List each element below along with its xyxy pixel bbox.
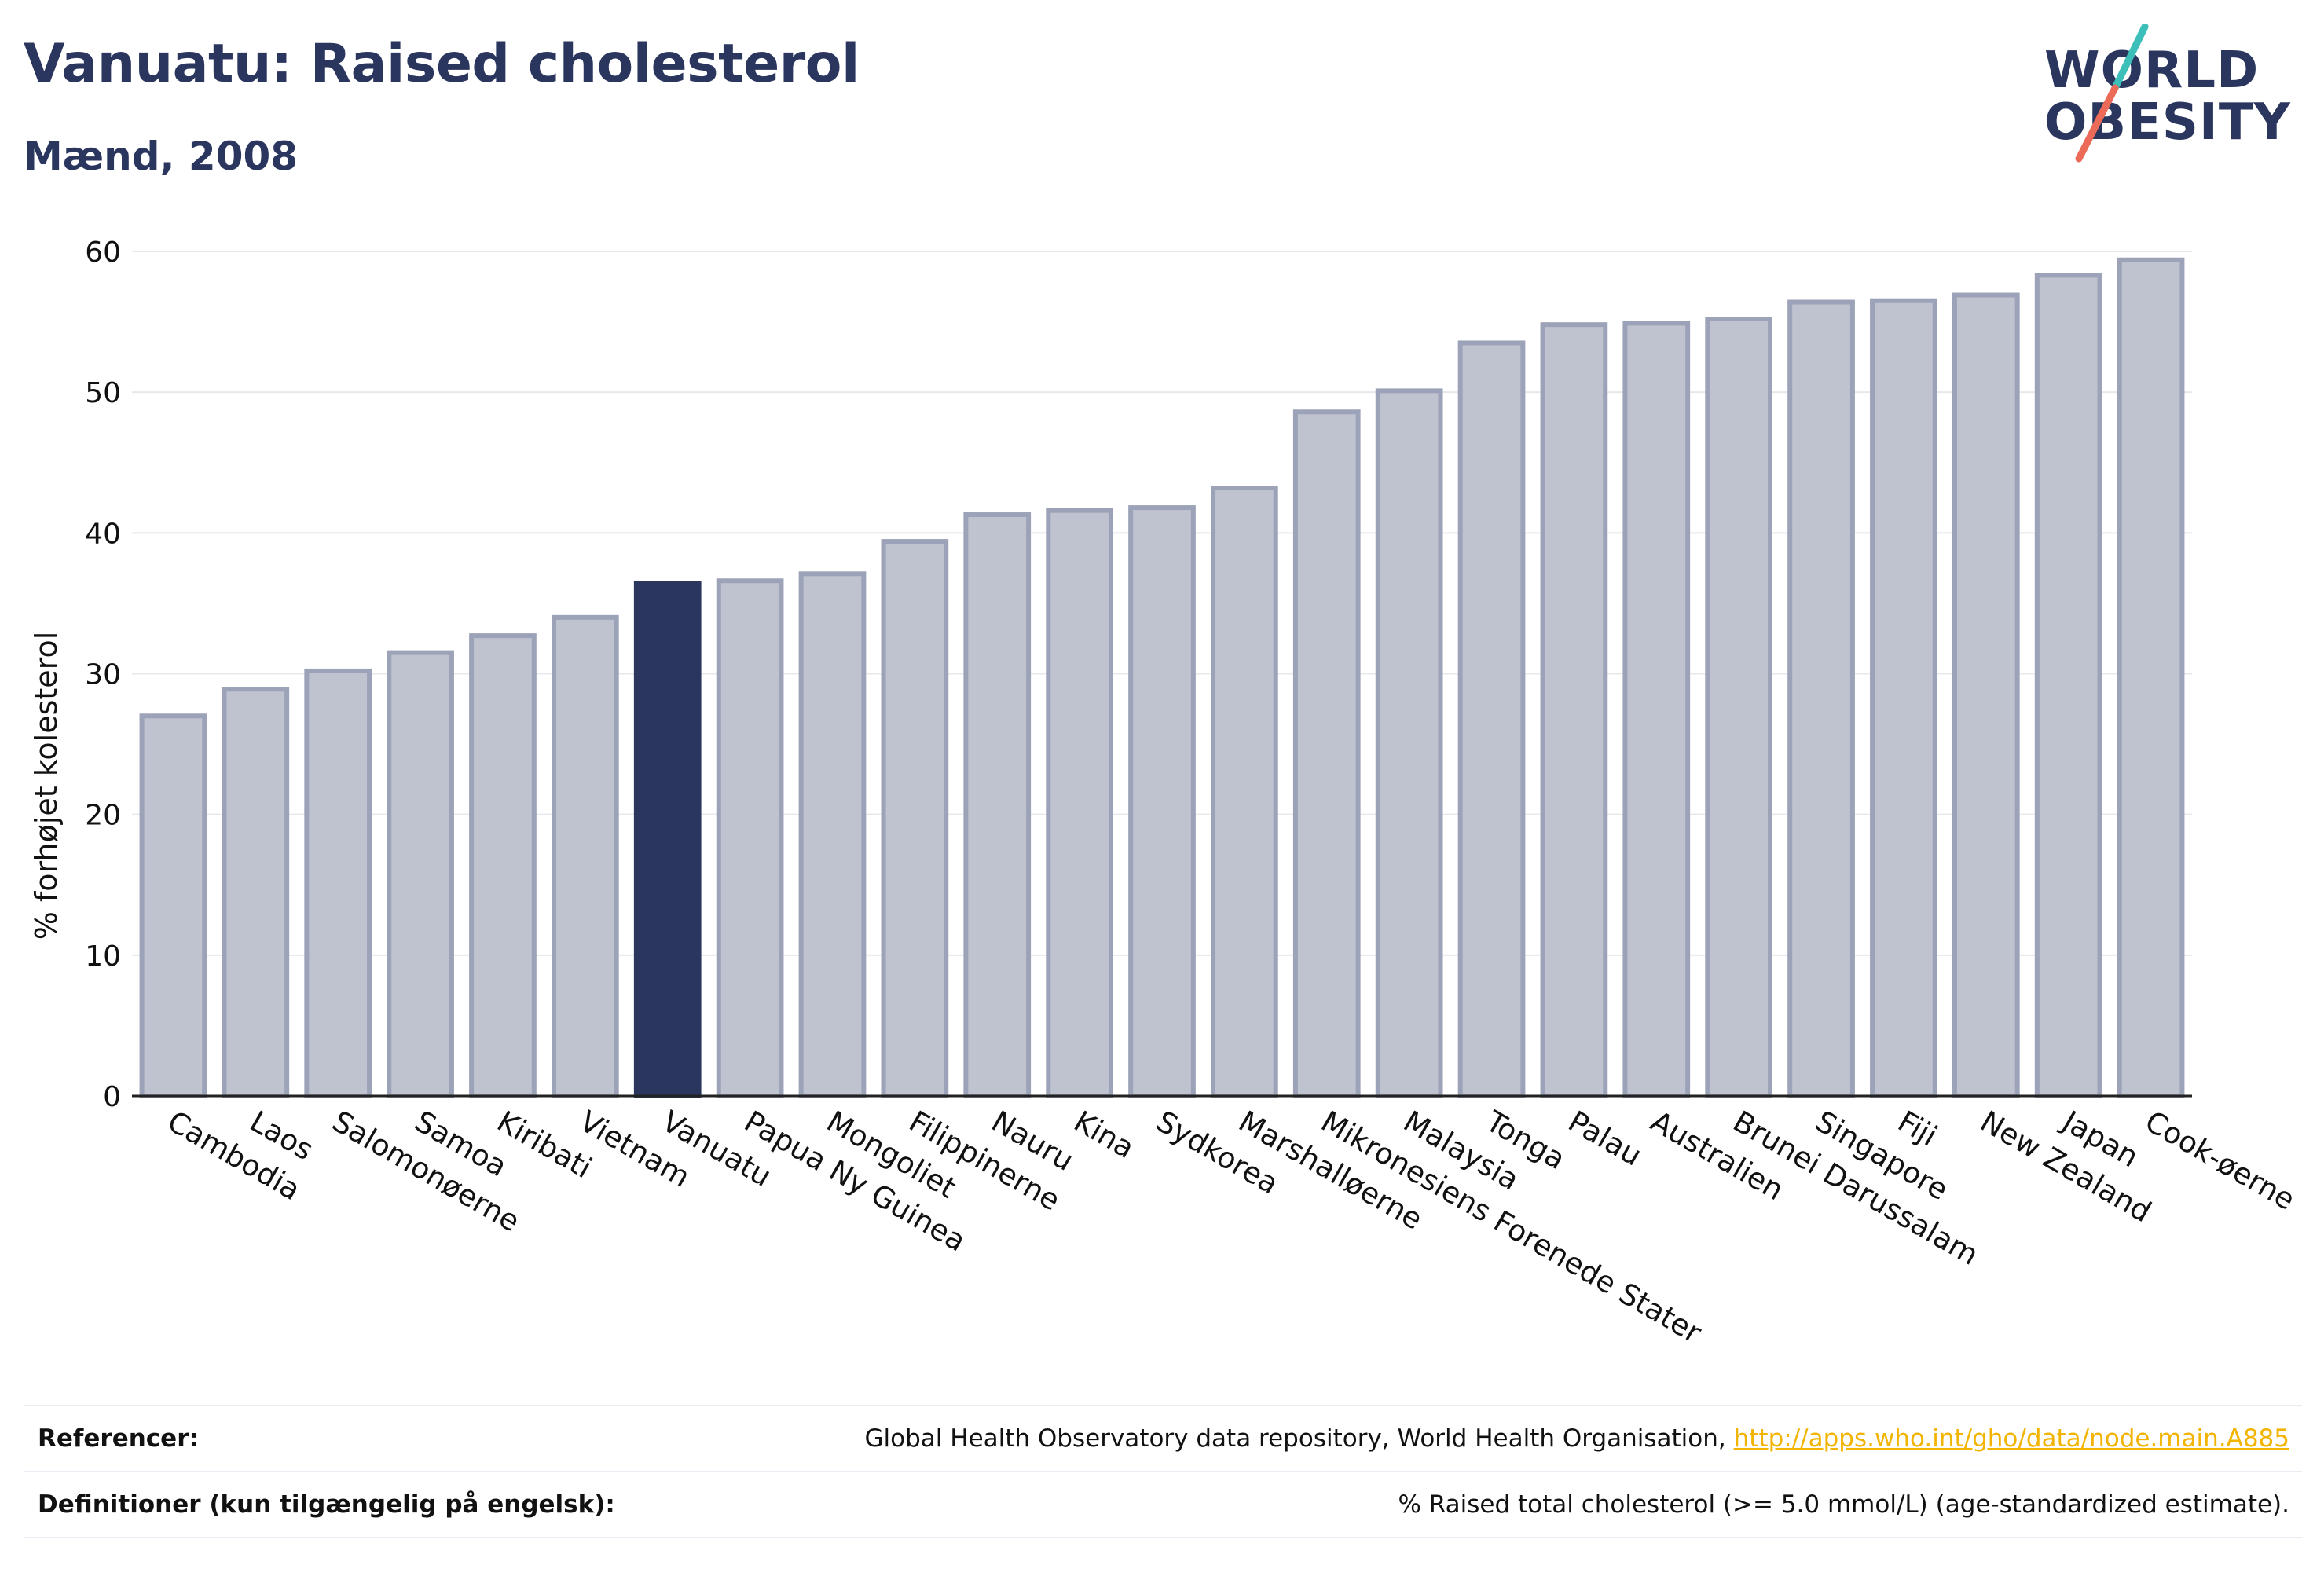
- references-panel: Referencer: Global Health Observatory da…: [24, 1405, 2302, 1538]
- bar-new-zealand[interactable]: [1952, 292, 2020, 1098]
- logo-slash-icon: [2075, 24, 2149, 163]
- x-tick-label: Cook-øerne: [2139, 1105, 2300, 1217]
- references-link[interactable]: http://apps.who.int/gho/data/node.main.A…: [1733, 1424, 2289, 1453]
- page-title: Vanuatu: Raised cholesterol: [24, 33, 860, 95]
- bar-tonga[interactable]: [1457, 340, 1526, 1099]
- bar-vietnam[interactable]: [551, 614, 619, 1098]
- bar-mikronesiens-forenede-stater[interactable]: [1292, 409, 1361, 1098]
- references-row: Referencer: Global Health Observatory da…: [24, 1405, 2302, 1471]
- bar-singapore[interactable]: [1787, 299, 1855, 1098]
- y-tick-label: 30: [85, 659, 121, 691]
- bar-marshalløerne[interactable]: [1211, 486, 1278, 1098]
- bar-filippinerne[interactable]: [881, 539, 949, 1098]
- y-axis-label: % forhøjet kolesterol: [29, 632, 64, 940]
- y-tick-labels: 0 10 20 30 40 50 60: [85, 236, 121, 1113]
- bar-vanuatu[interactable]: [633, 581, 702, 1098]
- bar-samoa[interactable]: [387, 650, 454, 1098]
- x-tick-label: Kiribati: [491, 1105, 597, 1186]
- y-tick-label: 40: [85, 518, 121, 550]
- bar-kiribati[interactable]: [469, 633, 537, 1098]
- y-tick-label: 50: [85, 377, 121, 409]
- bar-kina[interactable]: [1046, 508, 1113, 1098]
- bar-japan[interactable]: [2034, 273, 2102, 1098]
- bar-laos[interactable]: [222, 687, 290, 1098]
- y-tick-label: 10: [85, 940, 121, 973]
- bar-cambodia[interactable]: [139, 713, 207, 1098]
- bar-mongoliet[interactable]: [798, 571, 867, 1098]
- definitions-row: Definitioner (kun tilgængelig på engelsk…: [24, 1471, 2302, 1538]
- bar-papua-ny-guinea[interactable]: [716, 578, 784, 1098]
- x-tick-label: Palau: [1563, 1105, 1648, 1173]
- world-obesity-logo: WORLD OBESITY: [2043, 24, 2318, 165]
- bar-australien[interactable]: [1622, 321, 1691, 1098]
- logo-line-1: WORLD: [2044, 42, 2260, 100]
- y-tick-label: 0: [103, 1081, 121, 1113]
- y-tick-label: 20: [85, 800, 121, 832]
- references-value: Global Health Observatory data repositor…: [865, 1424, 2302, 1453]
- definitions-value: % Raised total cholesterol (>= 5.0 mmol/…: [1398, 1490, 2289, 1519]
- references-label: Referencer:: [38, 1424, 199, 1453]
- references-source: Global Health Observatory data repositor…: [864, 1424, 1734, 1453]
- bar-salomonøerne[interactable]: [304, 668, 372, 1098]
- bar-cook-øerne[interactable]: [2117, 257, 2185, 1098]
- bar-brunei-darussalam[interactable]: [1705, 317, 1773, 1098]
- bar-sydkorea[interactable]: [1128, 505, 1196, 1098]
- x-tick-label: Kina: [1069, 1105, 1140, 1166]
- bar-fiji[interactable]: [1870, 298, 1937, 1099]
- bar-malaysia[interactable]: [1375, 388, 1443, 1098]
- bar-nauru[interactable]: [963, 512, 1032, 1098]
- bar-palau[interactable]: [1540, 322, 1608, 1098]
- definitions-label: Definitioner (kun tilgængelig på engelsk…: [38, 1490, 615, 1519]
- page-subtitle: Mænd, 2008: [24, 134, 299, 179]
- y-tick-label: 60: [85, 236, 121, 269]
- bars: [139, 257, 2185, 1099]
